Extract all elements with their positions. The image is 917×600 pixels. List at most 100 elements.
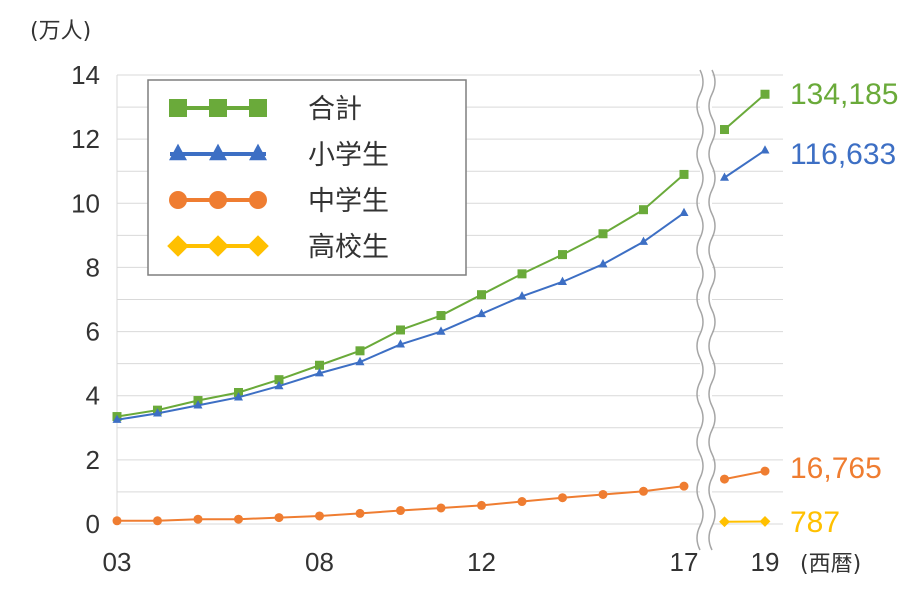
data-point <box>274 380 284 390</box>
data-point <box>436 311 446 321</box>
data-point <box>112 414 122 423</box>
y-axis-unit-label: (万人) <box>30 19 91 44</box>
legend-marker <box>249 143 267 161</box>
legend-marker <box>249 191 267 209</box>
data-point <box>598 229 608 239</box>
axis-break-wave <box>708 69 716 551</box>
legend-marker <box>209 99 227 117</box>
data-point <box>517 291 527 300</box>
y-tick-label: 4 <box>86 381 100 411</box>
data-point <box>558 493 567 503</box>
legend-marker <box>247 235 269 257</box>
data-point <box>558 276 567 286</box>
data-point <box>679 481 689 491</box>
axis-break-wave <box>696 69 704 551</box>
series-line <box>723 149 766 179</box>
data-point <box>234 514 243 524</box>
axis-break <box>696 69 716 551</box>
x-tick-label: 19 <box>751 547 780 577</box>
legend-marker <box>209 143 227 161</box>
x-axis-unit-label: (西暦) <box>800 552 861 577</box>
data-point <box>315 360 324 370</box>
series-line <box>724 470 766 481</box>
x-tick-label: 03 <box>103 547 132 577</box>
x-tick-label: 08 <box>305 547 334 577</box>
data-point <box>760 466 770 476</box>
data-point <box>720 172 729 181</box>
data-point <box>679 169 689 179</box>
y-tick-label: 6 <box>86 317 100 347</box>
series-3 <box>719 516 771 528</box>
x-tick-label: 12 <box>467 547 496 577</box>
data-point <box>477 308 486 318</box>
y-tick-label: 8 <box>86 252 100 282</box>
data-point <box>315 368 324 377</box>
data-point <box>274 375 284 385</box>
series-1 <box>112 145 770 423</box>
legend-label: 高校生 <box>308 232 389 263</box>
legend-marker <box>169 143 187 161</box>
data-point <box>153 516 162 526</box>
data-point <box>274 513 284 523</box>
data-point <box>112 516 122 526</box>
data-point <box>355 356 365 366</box>
legend-marker <box>169 191 187 209</box>
data-point <box>396 325 405 335</box>
end-value-label: 787 <box>790 506 840 539</box>
legend-box <box>147 79 467 276</box>
y-tick-label: 0 <box>86 509 100 539</box>
data-point <box>234 392 243 401</box>
data-point <box>396 506 405 516</box>
legend-marker <box>209 191 227 209</box>
data-point <box>477 500 486 510</box>
end-value-label: 116,633 <box>790 138 896 171</box>
series-line <box>723 93 766 131</box>
legend-label: 合計 <box>308 94 362 125</box>
y-tick-label: 14 <box>71 60 100 90</box>
end-value-label: 134,185 <box>790 78 898 111</box>
data-point <box>720 474 729 484</box>
legend-marker <box>207 235 229 257</box>
data-point <box>193 514 203 524</box>
data-point <box>760 89 770 99</box>
data-point <box>517 497 527 507</box>
series-line <box>117 485 685 522</box>
data-point <box>517 269 527 279</box>
legend-marker <box>249 99 267 117</box>
series-2 <box>112 466 770 526</box>
data-point <box>315 511 324 521</box>
data-point <box>153 408 162 417</box>
data-point <box>759 516 771 527</box>
legend-marker <box>167 235 189 257</box>
series-group <box>112 89 771 528</box>
axes: 0 2 4 6 8 10 12 14 03 08 12 17 19 <box>71 60 779 577</box>
end-value-label: 16,765 <box>790 452 882 485</box>
data-point <box>193 400 203 409</box>
legend-label: 小学生 <box>308 140 389 171</box>
data-point <box>720 125 729 135</box>
data-point <box>355 346 365 356</box>
data-point <box>679 207 689 217</box>
x-tick-label: 17 <box>670 547 699 577</box>
y-tick-label: 12 <box>71 124 100 154</box>
data-point <box>760 145 770 154</box>
data-point <box>396 339 405 348</box>
data-point <box>598 489 608 499</box>
end-labels: 134,185 116,633 16,765 787 <box>790 78 898 539</box>
legend-label: 中学生 <box>308 186 389 217</box>
data-point <box>639 205 648 215</box>
data-point <box>477 290 486 300</box>
data-point <box>355 508 365 518</box>
data-point <box>598 259 608 268</box>
data-point <box>719 516 730 528</box>
data-point <box>558 250 567 260</box>
y-tick-label: 10 <box>71 188 100 218</box>
y-tick-label: 2 <box>86 445 100 475</box>
data-point <box>436 326 446 335</box>
data-point <box>639 486 648 496</box>
data-point <box>639 236 648 245</box>
legend-marker <box>169 99 187 117</box>
data-point <box>436 503 446 513</box>
